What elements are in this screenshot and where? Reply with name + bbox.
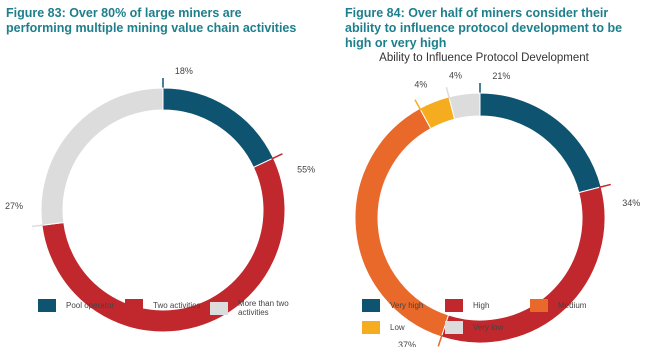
legend-label: Two activities xyxy=(153,301,201,310)
legend-item: More than two activities xyxy=(210,299,296,317)
legend-label: Low xyxy=(390,323,405,332)
leader-line xyxy=(437,334,443,347)
slice xyxy=(440,186,606,344)
chart-title: Figure 83: Over 80% of large miners are … xyxy=(6,6,297,35)
leader-line xyxy=(414,99,422,111)
legend-label: More than two activities xyxy=(238,299,289,317)
leader-line xyxy=(31,224,45,228)
legend-item: Medium xyxy=(530,299,616,312)
legend-swatch xyxy=(445,321,463,334)
legend-swatch xyxy=(210,301,228,315)
data-label: 37% xyxy=(398,340,416,347)
legend-label: Very low xyxy=(473,323,504,332)
legend-swatch xyxy=(445,299,463,312)
slice xyxy=(479,92,602,194)
leader-line xyxy=(598,183,611,189)
legend-label: High xyxy=(473,301,490,310)
slice xyxy=(448,92,481,120)
data-label: 21% xyxy=(492,71,510,81)
data-label: 18% xyxy=(175,66,193,76)
legend-label: Pool operator xyxy=(66,301,115,310)
slice xyxy=(40,87,164,226)
legend-item: Pool operator xyxy=(38,299,124,312)
legend-swatch xyxy=(362,321,380,334)
data-label: 27% xyxy=(5,201,23,211)
data-label: 4% xyxy=(449,71,462,81)
legend-label: Medium xyxy=(558,301,587,310)
legend-swatch xyxy=(125,299,143,312)
data-label: 34% xyxy=(622,198,640,208)
leader-line xyxy=(271,153,283,160)
chart-title: Figure 84: Over half of miners consider … xyxy=(345,6,623,50)
legend-item: High xyxy=(445,299,531,312)
chart-subtitle: Ability to Influence Protocol Developmen… xyxy=(379,52,589,64)
data-label: 4% xyxy=(414,79,427,89)
legend-swatch xyxy=(38,299,56,312)
slice xyxy=(162,87,275,169)
legend-item: Very low xyxy=(445,321,531,334)
legend-item: Low xyxy=(362,321,448,334)
data-label: 55% xyxy=(297,164,315,174)
legend-item: Two activities xyxy=(125,299,211,312)
legend-swatch xyxy=(362,299,380,312)
legend-item: Very high xyxy=(362,299,448,312)
leader-line xyxy=(445,87,451,100)
legend-swatch xyxy=(530,299,548,312)
legend-label: Very high xyxy=(390,301,424,310)
